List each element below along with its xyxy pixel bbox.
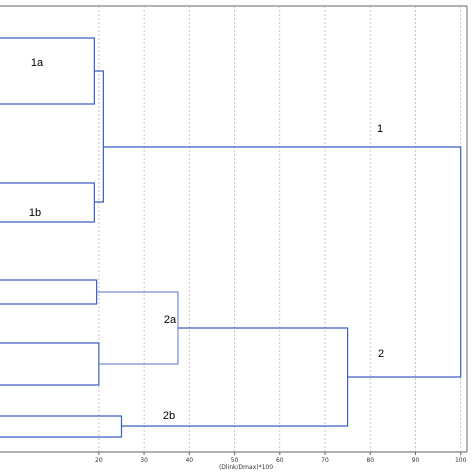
cluster-label-1: 1 — [377, 123, 383, 135]
link-1b — [0, 182, 95, 223]
link-root — [103, 146, 462, 378]
x-tick-label-60: 60 — [276, 457, 284, 464]
x-tick-label-40: 40 — [185, 457, 193, 464]
x-axis-title: (Dlink/Dmax)*100 — [219, 464, 273, 471]
x-tick-label-50: 50 — [231, 457, 239, 464]
cluster-label-1a: 1a — [31, 57, 44, 69]
x-axis-ticks: 20 30 40 50 60 70 80 90 100 — [95, 452, 467, 464]
x-tick-label-90: 90 — [412, 457, 420, 464]
x-tick-label-100: 100 — [455, 457, 467, 464]
x-tick-label-30: 30 — [140, 457, 148, 464]
link-2b — [0, 415, 123, 438]
grid-lines — [98, 6, 462, 452]
cluster-label-2b: 2b — [163, 410, 175, 422]
cluster-label-1b: 1b — [29, 207, 41, 219]
cluster-labels: 1a 1b 1 2a 2b 2 — [29, 57, 384, 422]
x-tick-label-80: 80 — [366, 457, 374, 464]
link-2a — [96, 291, 179, 365]
x-tick-label-70: 70 — [321, 457, 329, 464]
link-2a-ii — [0, 342, 100, 386]
link-1-join — [94, 70, 104, 203]
cluster-label-2a: 2a — [164, 314, 177, 326]
dendrogram-links — [0, 37, 462, 438]
x-tick-label-20: 20 — [95, 457, 103, 464]
link-1a — [0, 37, 95, 105]
link-2a-i — [0, 279, 98, 305]
cluster-label-2: 2 — [378, 348, 384, 360]
